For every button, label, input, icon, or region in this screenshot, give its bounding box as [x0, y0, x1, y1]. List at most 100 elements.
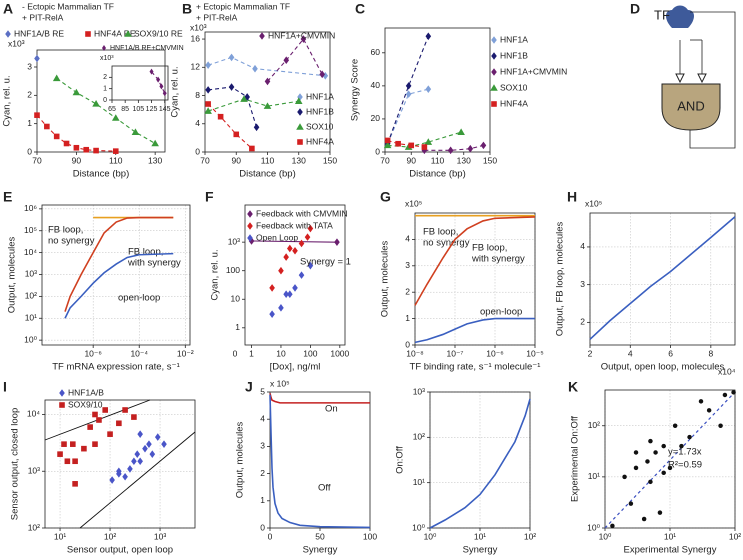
series-line — [151, 71, 166, 94]
marker — [731, 390, 736, 395]
marker — [672, 423, 678, 428]
marker — [87, 424, 93, 430]
panel: D TF AND — [630, 1, 705, 114]
marker — [287, 244, 293, 253]
panel-letter: E — [3, 189, 12, 205]
plot-frame — [384, 27, 491, 153]
x-tick-label: 10¹ — [664, 531, 676, 541]
panel-letter: F — [205, 189, 214, 205]
x-tick-label: 10⁰ — [424, 531, 437, 541]
y-axis-label: Sensor output, closed loop — [10, 408, 21, 521]
annotation: Synergy = 1 — [300, 257, 351, 268]
legend-label: SOX9/10 — [68, 399, 103, 409]
y-axis-label: Cyan, rel. u. — [170, 66, 181, 117]
x-tick-label: 70 — [200, 155, 210, 165]
marker — [72, 481, 78, 487]
y-tick-label: 10⁰ — [24, 334, 37, 344]
legend-marker — [490, 84, 498, 91]
series-line — [424, 144, 484, 151]
y-tick-label: 1 — [103, 86, 107, 93]
node-label: AND — [677, 98, 704, 113]
panel-letter: I — [3, 379, 7, 395]
x-tick-label: 10⁻² — [177, 348, 194, 358]
marker — [421, 146, 428, 155]
curve-label: FB loop, — [423, 227, 458, 238]
series-line — [387, 88, 429, 144]
marker — [334, 238, 340, 246]
y-axis-label: Synergy Score — [350, 59, 361, 121]
y-tick-label: 10⁵ — [24, 225, 37, 235]
y-tick-label: 10² — [28, 522, 40, 532]
y-axis-label: Cyan, rel. u. — [2, 75, 13, 126]
legend-label: Feedback with TATA — [256, 220, 333, 230]
y-tick-label: 2 — [260, 468, 265, 478]
x-axis-label: Sensor output, open loop — [67, 545, 173, 556]
y-tick-label: 3 — [27, 61, 32, 71]
marker — [72, 458, 78, 465]
marker — [142, 444, 148, 453]
y-tick-label: 0 — [27, 146, 32, 156]
series-line — [589, 216, 736, 340]
marker — [205, 61, 211, 69]
marker — [263, 102, 272, 109]
x-axis-label: Distance (bp) — [73, 169, 130, 180]
x-tick-label: 85 — [121, 106, 129, 113]
y-multiplier: x10⁵ — [405, 198, 422, 208]
marker — [405, 90, 412, 98]
marker — [298, 271, 305, 279]
marker — [278, 266, 284, 275]
marker — [661, 470, 666, 476]
y-tick-label: 10² — [25, 291, 37, 301]
marker — [679, 443, 684, 449]
x-axis-label: TF mRNA expression rate, s⁻¹ — [52, 362, 180, 373]
series-line — [414, 317, 535, 344]
marker — [73, 144, 80, 151]
series-line — [64, 216, 174, 312]
marker — [131, 414, 137, 420]
marker — [622, 474, 627, 480]
y-tick-label: 0 — [195, 146, 200, 156]
y-tick-label: 1 — [260, 495, 265, 505]
marker — [667, 465, 673, 471]
x-tick-label: 10⁻⁶ — [486, 348, 503, 358]
marker — [70, 441, 76, 447]
marker — [645, 459, 650, 464]
x-tick-label: 0 — [233, 348, 238, 358]
marker — [287, 290, 293, 299]
y-tick-label: 1 — [235, 322, 240, 332]
marker — [405, 82, 412, 90]
y-multiplier: x10³ — [8, 38, 25, 48]
marker — [480, 141, 487, 150]
marker — [294, 97, 303, 104]
marker — [657, 510, 663, 515]
x-tick-label: 10⁰ — [599, 531, 612, 541]
plot-frame — [429, 391, 531, 529]
x-tick-label: 130 — [457, 155, 471, 165]
x-axis-label: Output, open loop, molecules — [601, 362, 725, 373]
y-axis-label: Output, molecules — [235, 421, 246, 498]
legend-marker — [297, 139, 303, 145]
panel: E 10⁻⁶ 10⁻⁴ 10⁻² 10⁰ 10¹ 10² 10³ 10⁴ 10⁵ 10⁶ TF mRN… — [3, 189, 194, 373]
y-tick-label: 2 — [27, 90, 32, 100]
legend-label: SOX10 — [306, 121, 334, 131]
x-tick-label: 90 — [232, 155, 242, 165]
marker — [424, 138, 433, 145]
legend-label: HNF4A — [306, 136, 334, 146]
y-tick-label: 20 — [371, 113, 381, 123]
panel-letter: G — [380, 189, 391, 205]
series-line — [269, 393, 370, 404]
marker — [687, 434, 692, 440]
x-tick-label: 100 — [303, 348, 317, 358]
panel-letter: D — [630, 1, 640, 17]
marker — [44, 123, 50, 130]
marker — [149, 450, 156, 458]
curve-label: open-loop — [480, 307, 522, 318]
legend-label: HNF1A/B RE+CMVMIN — [110, 45, 184, 52]
y-tick-label: 10³ — [25, 269, 37, 279]
marker — [137, 457, 143, 466]
x-axis-label: Synergy — [463, 545, 498, 556]
marker — [93, 147, 99, 154]
marker — [122, 472, 128, 481]
